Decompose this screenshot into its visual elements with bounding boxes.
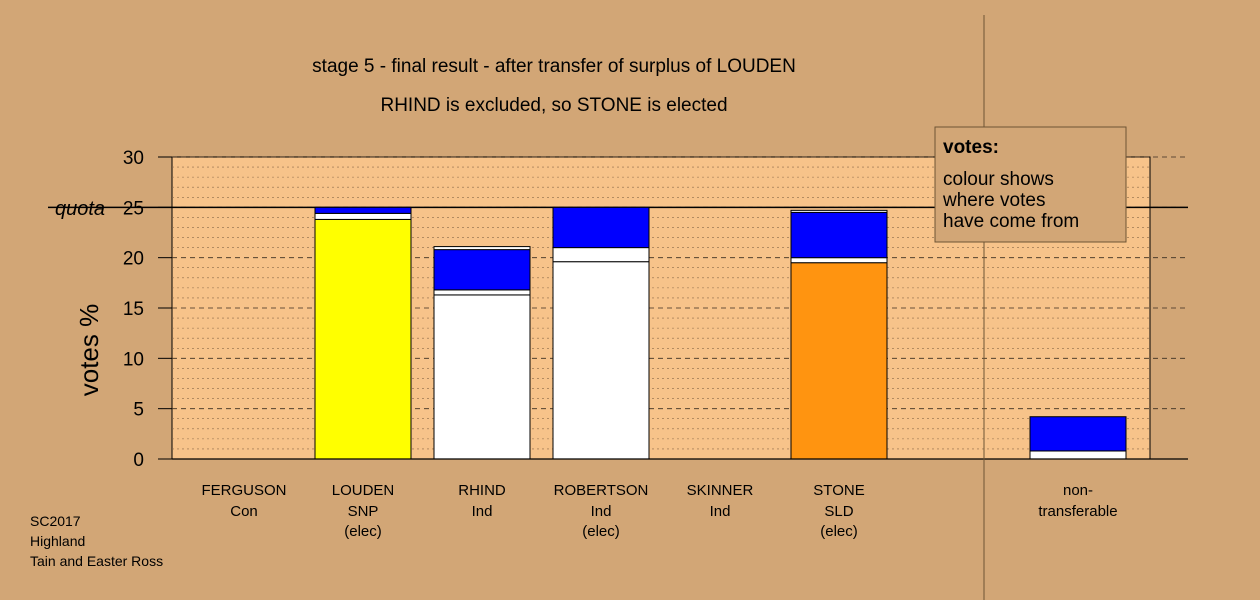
bar-robertson-segment-1 [552,247,650,263]
legend-line-1: colour shows [943,169,1054,190]
legend-box: votes: colour shows where votes have com… [934,126,1127,243]
non-transferable-label-1: transferable [1038,503,1117,520]
y-tick-label: 10 [123,349,144,370]
bar-stone-segment-1 [790,257,888,264]
y-axis-label: votes % [74,304,104,397]
candidate-party-louden: SNP [348,503,379,520]
candidate-status-louden: (elec) [344,523,382,540]
bar-louden-segment-0 [314,218,412,460]
candidate-name-louden: LOUDEN [332,482,395,499]
bar-non-transferable-segment-0 [1029,450,1127,460]
y-tick-label: 25 [123,198,144,219]
candidate-party-stone: SLD [824,503,853,520]
chart-title: stage 5 - final result - after transfer … [312,56,796,77]
y-tick-label: 20 [123,249,144,270]
y-tick-label: 15 [123,299,144,320]
bar-rhind-segment-2 [433,249,531,291]
legend-line-3: have come from [943,211,1079,232]
bar-robertson-segment-2 [552,206,650,249]
non-transferable-label-0: non- [1063,482,1093,499]
candidate-party-rhind: Ind [472,503,493,520]
axes [158,15,1188,600]
bar-stone-segment-0 [790,262,888,460]
bar-louden-segment-2 [314,206,412,214]
bar-rhind-segment-1 [433,289,531,296]
bar-louden-segment-1 [314,212,412,220]
quota-label: quota [55,198,105,220]
bars [314,206,1127,460]
candidate-name-robertson: ROBERTSON [554,482,649,499]
candidate-status-stone: (elec) [820,523,858,540]
candidate-name-skinner: SKINNER [687,482,754,499]
candidate-name-rhind: RHIND [458,482,506,499]
legend-title: votes: [943,137,999,158]
bar-stone-segment-3 [790,209,888,213]
candidate-name-stone: STONE [813,482,864,499]
candidate-name-ferguson: FERGUSON [201,482,286,499]
source-line-1: SC2017 [30,513,81,529]
legend-line-2: where votes [942,190,1045,211]
bar-rhind-segment-3 [433,246,531,251]
candidate-party-skinner: Ind [710,503,731,520]
chart-subtitle: RHIND is excluded, so STONE is elected [380,95,727,116]
bar-rhind-segment-0 [433,294,531,460]
candidate-party-ferguson: Con [230,503,258,520]
bar-stone-segment-2 [790,211,888,259]
y-tick-label: 5 [133,400,144,421]
candidate-status-robertson: (elec) [582,523,620,540]
source-line-2: Highland [30,533,85,549]
source-line-3: Tain and Easter Ross [30,553,163,569]
labels: 0 5 10 15 20 25 30 FERGUSON Con LOUDEN SNP (elec) RH… [123,148,1118,540]
y-tick-label: 30 [123,148,144,169]
candidate-party-robertson: Ind [591,503,612,520]
bar-robertson-segment-0 [552,261,650,460]
y-tick-label: 0 [133,450,144,471]
bar-non-transferable-segment-1 [1029,416,1127,452]
